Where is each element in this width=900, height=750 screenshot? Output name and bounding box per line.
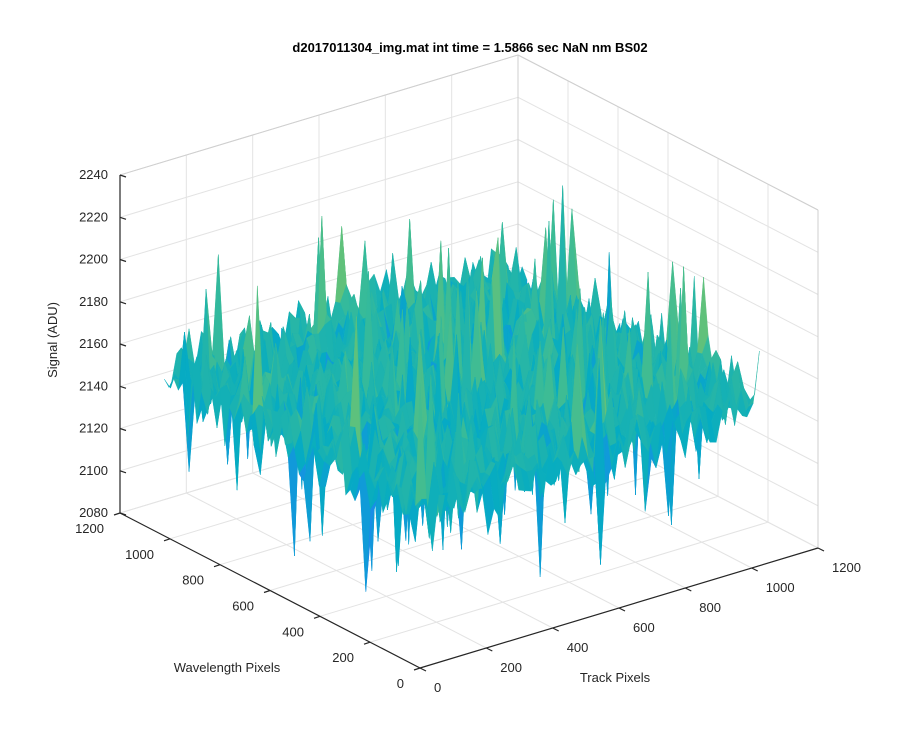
x-axis-ticks: 0 200 400 600 800 1000 1200 bbox=[419, 547, 861, 695]
x-tick bbox=[817, 547, 825, 552]
x-tick bbox=[751, 567, 758, 572]
y-tick bbox=[313, 615, 321, 619]
grid-line bbox=[517, 223, 819, 380]
y-tick-label: 1000 bbox=[125, 547, 154, 562]
box-edge bbox=[517, 54, 819, 211]
y-tick bbox=[213, 564, 221, 568]
x-tick-label: 400 bbox=[567, 640, 589, 655]
surface-plot bbox=[164, 185, 760, 592]
y-tick-label: 200 bbox=[332, 650, 354, 665]
z-tick bbox=[119, 258, 127, 263]
y-tick-label: 1200 bbox=[75, 521, 104, 536]
box-edge bbox=[119, 54, 519, 176]
x-tick bbox=[552, 627, 559, 632]
y-tick bbox=[113, 512, 121, 516]
chart-title: d2017011304_img.mat int time = 1.5866 se… bbox=[292, 40, 647, 55]
y-tick-label: 800 bbox=[182, 573, 204, 588]
x-axis-label: Track Pixels bbox=[580, 670, 651, 685]
surface-patch bbox=[415, 383, 427, 507]
z-tick bbox=[119, 301, 127, 305]
x-tick-label: 0 bbox=[434, 680, 441, 695]
grid-line bbox=[119, 96, 519, 218]
x-tick bbox=[486, 647, 493, 652]
y-axis-ticks: 0 200 400 600 800 1000 1200 bbox=[75, 512, 421, 691]
y-tick bbox=[263, 589, 271, 594]
z-tick bbox=[119, 385, 127, 389]
z-tick bbox=[119, 512, 127, 516]
x-tick-label: 1200 bbox=[832, 560, 861, 575]
y-tick-label: 600 bbox=[232, 599, 254, 614]
grid-line bbox=[517, 181, 819, 338]
z-tick bbox=[119, 343, 127, 347]
x-tick bbox=[618, 607, 626, 612]
y-axis-label: Wavelength Pixels bbox=[174, 660, 281, 675]
z-tick-label: 2100 bbox=[79, 463, 108, 478]
z-tick-label: 2180 bbox=[79, 294, 108, 309]
grid-line bbox=[517, 139, 819, 295]
z-axis-ticks: 2080 2100 2120 2140 2160 2180 2200 2220 2240 bbox=[79, 167, 127, 520]
z-tick bbox=[119, 174, 127, 178]
surface-patch bbox=[748, 350, 760, 407]
z-tick bbox=[119, 470, 127, 474]
z-tick-label: 2200 bbox=[79, 252, 108, 267]
y-tick-label: 400 bbox=[282, 624, 304, 639]
z-tick bbox=[119, 427, 127, 432]
grid-line bbox=[119, 139, 519, 260]
z-tick-label: 2120 bbox=[79, 421, 108, 436]
x-tick-label: 600 bbox=[633, 620, 655, 635]
z-tick-label: 2080 bbox=[79, 505, 108, 520]
y-tick bbox=[163, 538, 171, 542]
x-tick bbox=[419, 667, 427, 672]
z-tick bbox=[119, 216, 127, 220]
y-tick-label: 0 bbox=[397, 676, 404, 691]
z-tick-label: 2160 bbox=[79, 336, 108, 351]
grid-line bbox=[319, 495, 719, 617]
y-tick bbox=[413, 667, 421, 671]
z-axis-label: Signal (ADU) bbox=[45, 302, 60, 378]
y-tick bbox=[363, 641, 371, 645]
grid-line bbox=[369, 521, 769, 643]
x-tick-label: 200 bbox=[500, 660, 522, 675]
grid-line bbox=[517, 96, 819, 253]
x-tick bbox=[685, 587, 692, 592]
z-tick-label: 2220 bbox=[79, 209, 108, 224]
x-tick-label: 800 bbox=[699, 600, 721, 615]
x-tick-label: 1000 bbox=[766, 580, 795, 595]
z-tick-label: 2140 bbox=[79, 378, 108, 393]
z-tick-label: 2240 bbox=[79, 167, 108, 182]
